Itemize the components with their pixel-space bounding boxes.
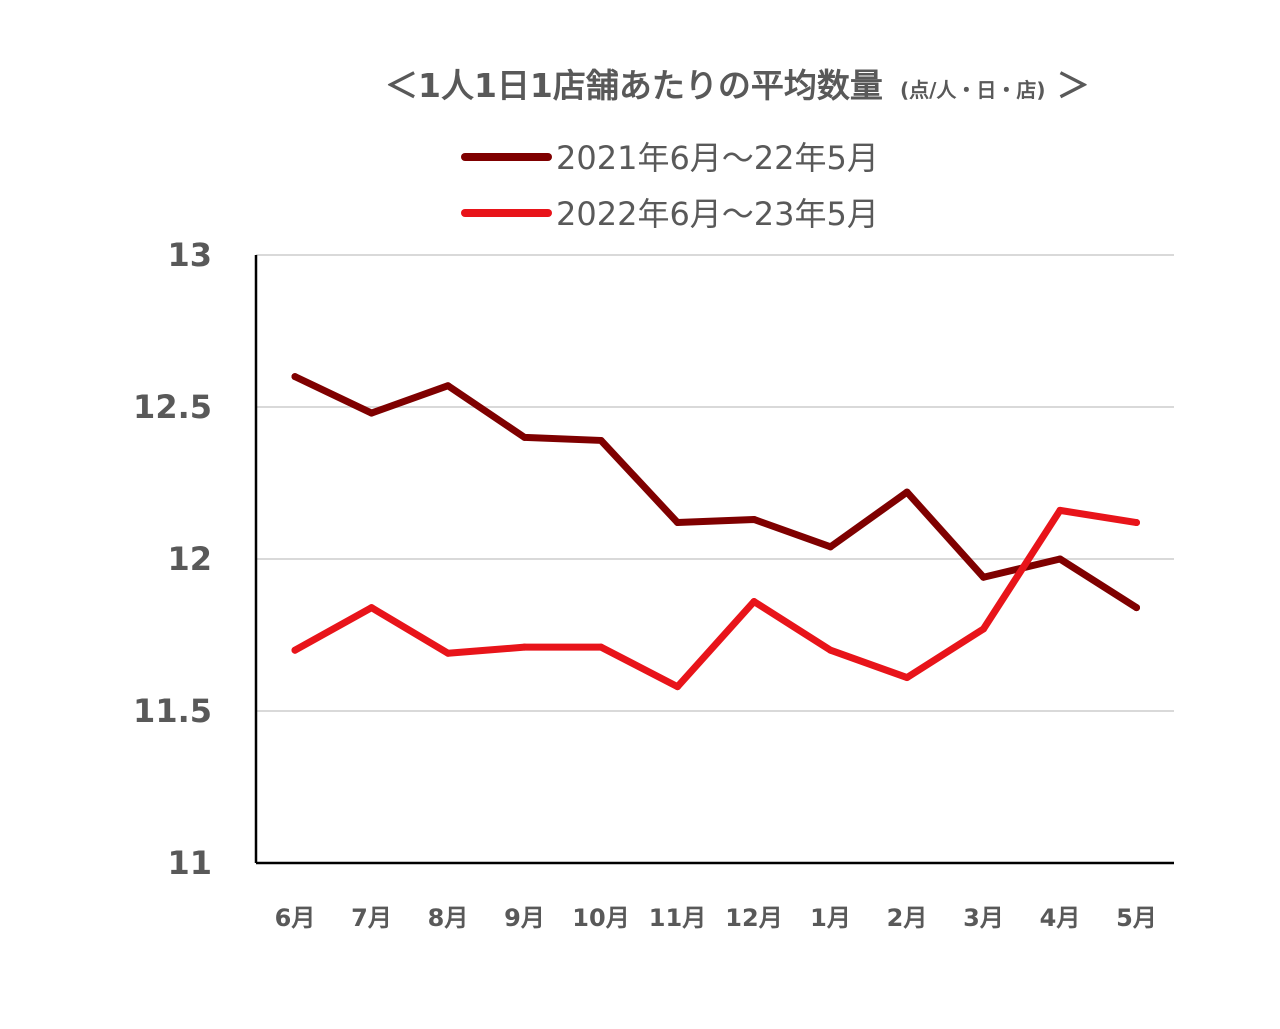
y-tick-label: 11.5 (133, 692, 212, 730)
axes (254, 255, 1174, 865)
legend-label-2: 2022年6月〜23年5月 (556, 195, 879, 233)
data-point (750, 515, 758, 523)
y-tick-label: 13 (167, 236, 212, 274)
x-tick-label: 2月 (887, 904, 928, 932)
data-point (674, 519, 681, 527)
data-point (444, 382, 452, 390)
grid-lines (256, 254, 1174, 712)
y-tick-label: 11 (167, 844, 212, 882)
data-point (827, 646, 834, 654)
x-tick-label: 10月 (572, 904, 629, 932)
y-tick-label: 12 (167, 540, 212, 578)
x-tick-label: 3月 (963, 904, 1004, 932)
chart-title-unit: (点/人・日・店) (900, 78, 1046, 102)
y-tick-label: 12.5 (133, 388, 212, 426)
data-point (368, 604, 375, 612)
x-tick-label: 4月 (1040, 904, 1081, 932)
data-point (597, 436, 605, 444)
series-lines (291, 373, 1140, 691)
data-point (291, 373, 299, 381)
x-tick-label: 9月 (504, 904, 545, 932)
chart-title: ＜1人1日1店舗あたりの平均数量 (点/人・日・店) ＞ (385, 66, 1090, 105)
data-point (980, 573, 987, 581)
x-tick-label: 12月 (725, 904, 782, 932)
data-point (521, 433, 528, 441)
data-point (368, 409, 375, 417)
chart-title-close: ＞ (1057, 66, 1090, 105)
data-point (750, 598, 758, 606)
data-point (444, 649, 452, 657)
x-tick-label: 11月 (649, 904, 706, 932)
data-point (674, 683, 681, 691)
data-point (903, 488, 911, 496)
data-point (980, 625, 987, 633)
data-point (521, 643, 528, 651)
data-point (291, 646, 299, 654)
legend-label-1: 2021年6月〜22年5月 (556, 139, 879, 177)
data-point (1133, 604, 1140, 612)
series-line-1 (291, 373, 1140, 612)
x-axis-ticks: 6月 7月 8月 9月 10月 11月 12月 1月 2月 3月 4月 5月 (275, 904, 1157, 932)
data-point (1133, 519, 1140, 527)
x-tick-label: 8月 (428, 904, 469, 932)
data-point (827, 543, 834, 551)
legend: 2021年6月〜22年5月 2022年6月〜23年5月 (461, 139, 879, 233)
x-tick-label: 6月 (275, 904, 316, 932)
x-tick-label: 7月 (351, 904, 392, 932)
chart-title-main: ＜1人1日1店舗あたりの平均数量 (385, 66, 883, 105)
data-point (1056, 555, 1064, 563)
x-tick-label: 1月 (810, 904, 851, 932)
data-point (903, 674, 911, 682)
data-point (597, 643, 605, 651)
data-point (1056, 506, 1064, 514)
y-axis-ticks: 11 11.5 12 12.5 13 (133, 236, 212, 882)
x-tick-label: 5月 (1116, 904, 1157, 932)
series-line-2 (291, 506, 1140, 691)
